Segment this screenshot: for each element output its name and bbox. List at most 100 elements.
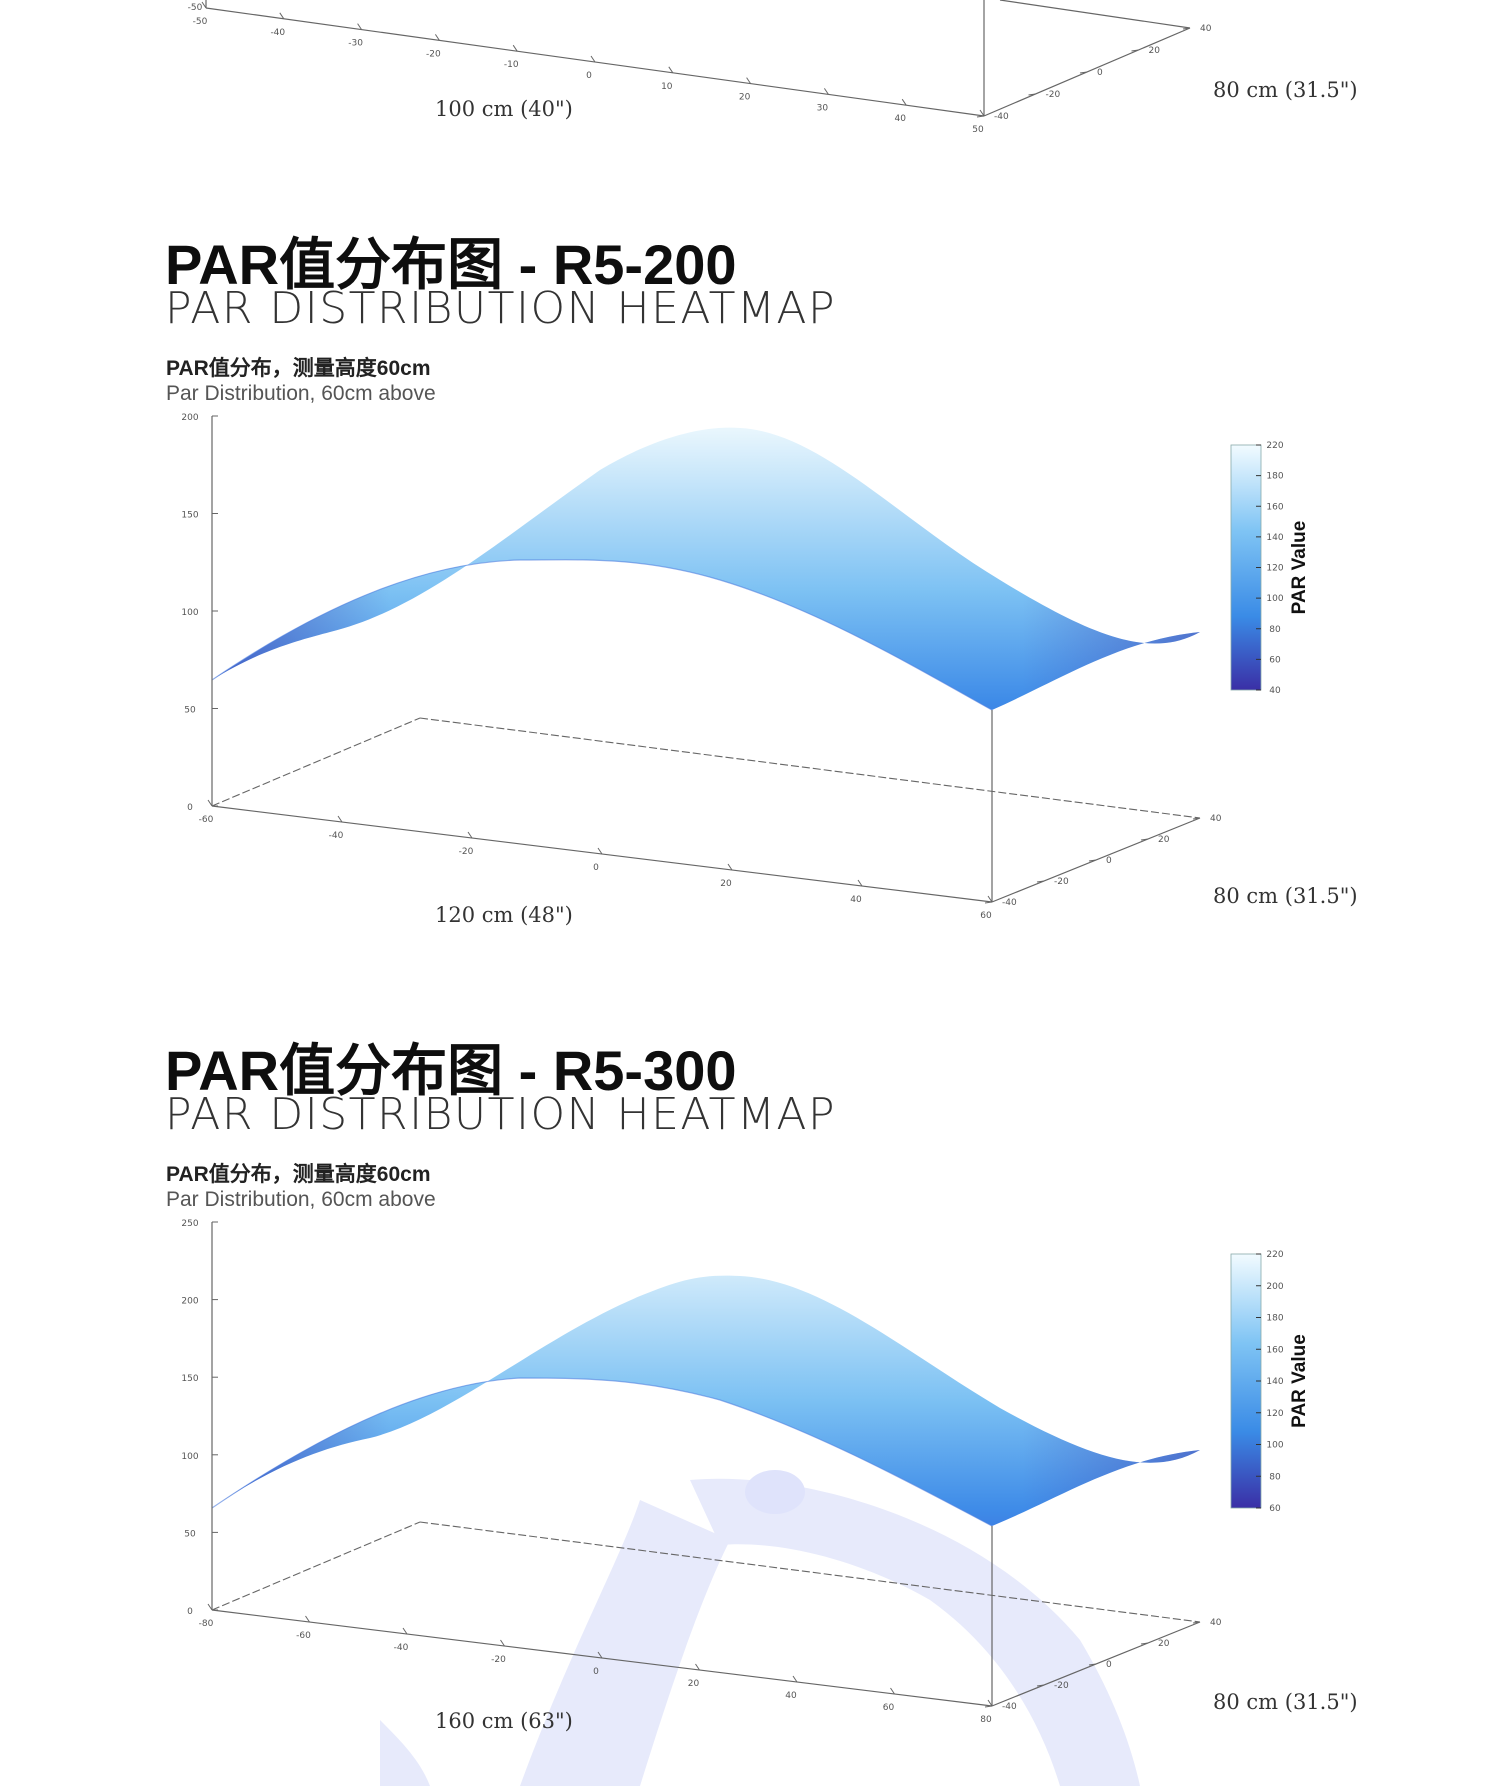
y-tick xyxy=(1079,71,1088,74)
z-tick-label: 200 xyxy=(181,413,198,423)
x-tick xyxy=(979,109,985,117)
x-tick-label: 30 xyxy=(817,103,829,113)
x-tick xyxy=(467,831,473,839)
z-tick-label: 0 xyxy=(187,803,193,813)
colorbar-tick-label: 100 xyxy=(1266,594,1283,604)
y-tick-label: -20 xyxy=(1046,90,1061,100)
y-tick-label: 20 xyxy=(1158,1639,1170,1649)
x-tick xyxy=(201,1,207,9)
x-tick-label: 40 xyxy=(850,895,862,905)
x-tick-label: -10 xyxy=(504,60,519,70)
x-tick-label: -20 xyxy=(491,1655,506,1665)
chart-subtitle-en: Par Distribution, 60cm above xyxy=(166,1188,436,1211)
x-tick-label: 40 xyxy=(785,1691,797,1701)
x-tick-label: 60 xyxy=(883,1703,895,1713)
y-tick-label: -40 xyxy=(994,112,1009,122)
x-tick-label: -50 xyxy=(193,17,208,27)
y-tick xyxy=(1192,1621,1201,1624)
x-tick xyxy=(207,799,213,807)
y-tick-label: 0 xyxy=(1097,68,1103,78)
back-edge xyxy=(419,1521,1201,1623)
y-dimension-label: 80 cm (31.5") xyxy=(1213,1690,1358,1714)
x-tick xyxy=(597,1651,603,1659)
x-tick xyxy=(987,1699,993,1707)
x-tick-label: 0 xyxy=(593,1667,599,1677)
y-tick xyxy=(984,1705,993,1708)
back-left-edge xyxy=(211,1521,421,1611)
x-tick-label: 60 xyxy=(980,911,992,921)
x-tick xyxy=(727,863,733,871)
z-tick-label: 50 xyxy=(184,1529,196,1539)
x-tick xyxy=(500,1639,505,1647)
y-tick xyxy=(976,115,985,118)
x-tick-label: -20 xyxy=(426,49,441,59)
chart-subtitle-en: Par Distribution, 60cm above xyxy=(166,382,436,405)
z-tick-label: 100 xyxy=(181,1452,198,1462)
y-tick-label: -20 xyxy=(1054,1681,1069,1691)
z-tick-label: 0 xyxy=(187,1607,193,1617)
colorbar-tick-label: 180 xyxy=(1266,1314,1283,1324)
x-tick-label: -80 xyxy=(199,1619,214,1629)
y-tick xyxy=(1140,1642,1149,1645)
chart-subtitle-zh: PAR值分布，测量高度60cm xyxy=(166,357,431,380)
y-tick-label: 20 xyxy=(1149,46,1161,56)
y-tick-label: 0 xyxy=(1106,856,1112,866)
y-tick xyxy=(1131,49,1139,52)
x-tick xyxy=(207,1603,213,1611)
chart-r5-200: -60 -40 -20 0 20 40 60 -40 -20 0 20 40 0 50 100 150 200 2… xyxy=(181,413,1310,921)
back-left-edge xyxy=(211,717,421,807)
colorbar-tick-label: 80 xyxy=(1269,1472,1281,1482)
x-tick-label: -30 xyxy=(348,39,363,49)
z-tick-label: 250 xyxy=(181,1219,198,1229)
chart-r5-100-partial: -50 -50 -40 -30 -20 -10 0 10 20 30 40 50 -40 -20 0 20 40 xyxy=(188,0,1212,135)
y-tick xyxy=(1028,93,1036,96)
colorbar-tick-label: 220 xyxy=(1266,441,1283,451)
y-tick xyxy=(1192,817,1201,820)
x-tick-label: 80 xyxy=(980,1715,992,1725)
colorbar-tick-label: 200 xyxy=(1266,1282,1283,1292)
z-tick-label: 150 xyxy=(181,511,198,521)
colorbar-tick-label: 40 xyxy=(1269,686,1281,696)
colorbar-tick-label: 160 xyxy=(1266,1345,1283,1355)
x-tick-label: 20 xyxy=(739,93,751,103)
x-tick xyxy=(337,815,343,823)
section-title-en: PAR DISTRIBUTION HEATMAP xyxy=(165,1089,837,1140)
x-tick-label: 20 xyxy=(720,879,732,889)
y-tick xyxy=(1088,1663,1097,1666)
colorbar-tick-label: 120 xyxy=(1266,1409,1283,1419)
colorbar-tick-label: 100 xyxy=(1266,1441,1283,1451)
x-tick xyxy=(901,98,907,106)
x-tick-label: -20 xyxy=(459,847,474,857)
x-tick xyxy=(597,847,603,855)
chart-subtitle-zh: PAR值分布，测量高度60cm xyxy=(166,1163,431,1186)
colorbar-tick-label: 140 xyxy=(1266,533,1283,543)
section-title-zh: PAR值分布图 - R5-200 xyxy=(165,233,737,296)
surface-r5-200-shading xyxy=(212,427,1200,710)
x-tick xyxy=(357,23,363,30)
x-tick-label: 40 xyxy=(894,114,906,124)
colorbar-tick-label: 80 xyxy=(1269,625,1281,635)
colorbar-label: PAR Value xyxy=(1289,521,1310,615)
y-tick xyxy=(1088,859,1097,862)
colorbar-tick-label: 120 xyxy=(1266,564,1283,574)
z-tick-label: 150 xyxy=(181,1374,198,1384)
x-tick-label: 10 xyxy=(661,82,673,92)
x-tick xyxy=(279,12,285,20)
x-tick xyxy=(668,66,674,74)
x-dimension-label: 120 cm (48") xyxy=(435,903,573,927)
y-tick xyxy=(1036,1684,1045,1687)
z-tick-label: -50 xyxy=(188,3,203,13)
x-tick-label: -60 xyxy=(199,815,214,825)
x-tick xyxy=(792,1675,798,1683)
x-tick-label: 20 xyxy=(688,1679,700,1689)
x-tick-label: 50 xyxy=(972,125,984,135)
section-title-zh: PAR值分布图 - R5-300 xyxy=(165,1039,737,1102)
surface-r5-200-front-edge xyxy=(211,559,993,711)
colorbar-tick-label: 220 xyxy=(1266,1250,1283,1260)
back-edge xyxy=(419,717,1201,819)
chart-r5-300: -80 -60 -40 -20 0 20 40 60 80 -40 -20 0 20 40 0 50 100 15… xyxy=(181,1219,1310,1725)
x-tick-label: -60 xyxy=(296,1631,311,1641)
y-tick-label: 0 xyxy=(1106,1660,1112,1670)
x-tick xyxy=(890,1687,895,1695)
x-tick xyxy=(823,88,829,95)
